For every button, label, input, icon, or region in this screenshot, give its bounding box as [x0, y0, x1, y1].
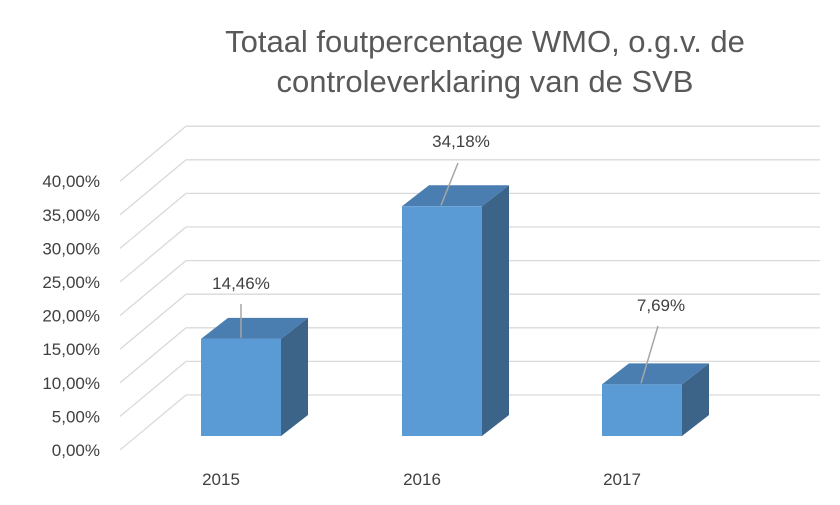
gridline-side [119, 226, 187, 283]
bar-front-face [201, 338, 281, 436]
data-label: 7,69% [637, 296, 685, 315]
y-tick-label: 10,00% [42, 374, 100, 393]
bar-top-face [402, 185, 509, 207]
bar-side-face [682, 363, 709, 436]
bar-side-face [482, 185, 509, 436]
bar-top-face [201, 317, 308, 339]
y-tick-label: 0,00% [52, 441, 100, 460]
gridline-side [119, 293, 187, 350]
gridline-side [119, 192, 187, 249]
gridline-side [119, 327, 187, 384]
y-tick-label: 20,00% [42, 307, 100, 326]
x-category-label: 2015 [202, 470, 240, 489]
y-tick-label: 30,00% [42, 239, 100, 258]
gridline-side [119, 260, 187, 317]
bar-top-face [602, 363, 709, 385]
chart-title-line-2: controleverklaring van de SVB [276, 64, 693, 99]
bars [201, 185, 709, 436]
y-tick-label: 35,00% [42, 206, 100, 225]
gridline-side [119, 360, 187, 417]
bar-2017 [602, 363, 709, 436]
data-label: 14,46% [212, 274, 270, 293]
bar-2015 [201, 317, 308, 436]
gridline-side [119, 125, 187, 182]
bar-side-face [281, 317, 308, 436]
y-tick-label: 40,00% [42, 172, 100, 191]
gridline-side [119, 159, 187, 216]
gridline-side [119, 394, 187, 451]
bar-2016 [402, 185, 509, 436]
chart-title-line-1: Totaal foutpercentage WMO, o.g.v. de [225, 24, 745, 59]
x-category-label: 2017 [603, 470, 641, 489]
y-tick-label: 15,00% [42, 340, 100, 359]
data-labels: 14,46% 34,18% 7,69% [212, 132, 685, 384]
x-axis-categories: 2015 2016 2017 [202, 470, 641, 489]
data-label-leader-line [440, 162, 459, 206]
bar-front-face [602, 384, 682, 436]
x-category-label: 2016 [403, 470, 441, 489]
y-tick-label: 25,00% [42, 273, 100, 292]
bar-front-face [402, 206, 482, 436]
data-label: 34,18% [432, 132, 490, 151]
data-label-leader-line [640, 325, 659, 384]
y-tick-label: 5,00% [52, 407, 100, 426]
y-axis-ticks: 0,00% 5,00% 10,00% 15,00% 20,00% 25,00% 30,00%… [42, 172, 100, 460]
